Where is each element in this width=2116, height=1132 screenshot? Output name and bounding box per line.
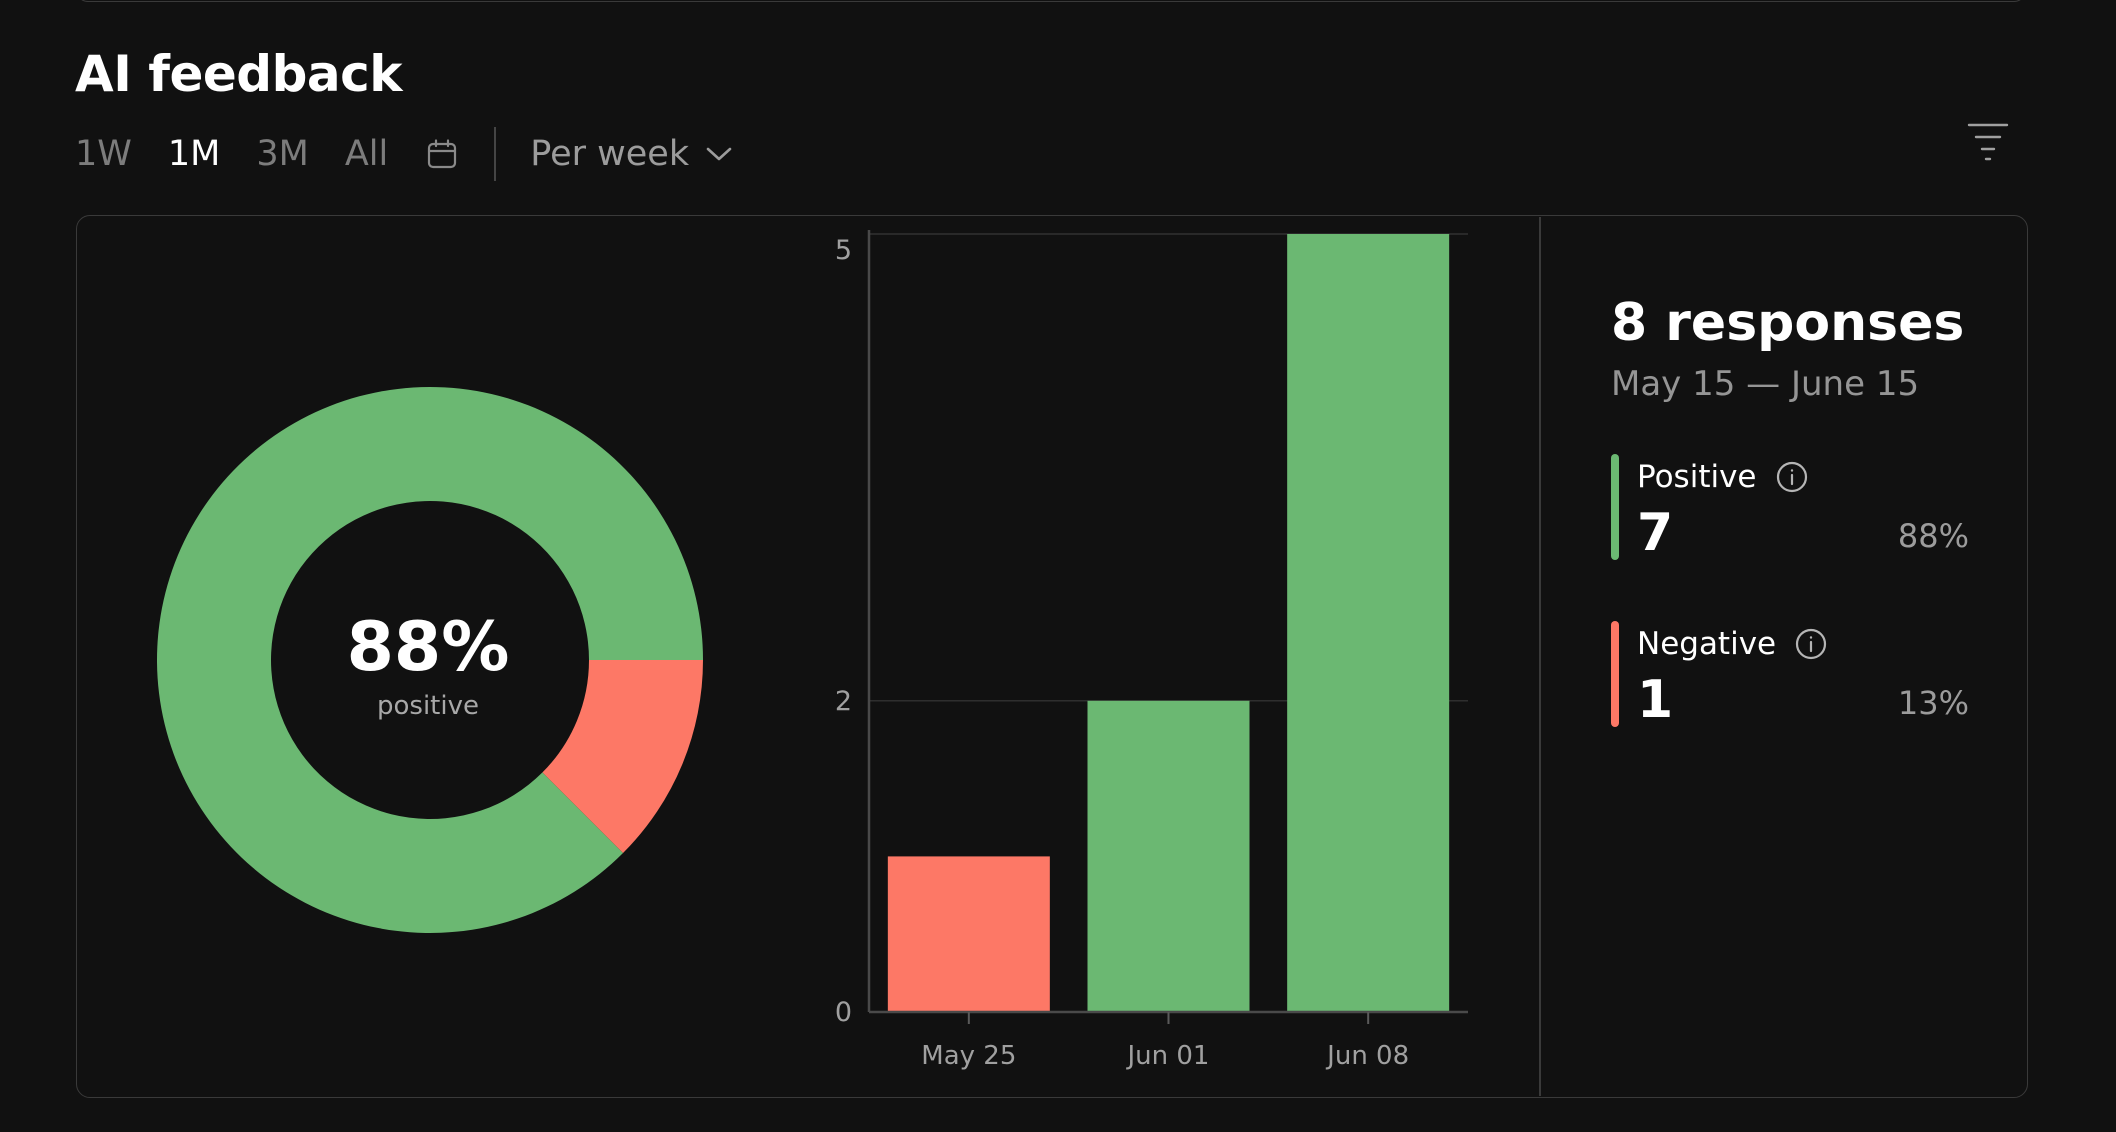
section-title: AI feedback bbox=[75, 45, 403, 103]
responses-count: 8 responses bbox=[1611, 293, 1965, 353]
legend-negative-stripe bbox=[1611, 621, 1619, 727]
legend-positive-percent: 88% bbox=[1897, 517, 1969, 555]
time-range-controls: 1W 1M 3M All Per week bbox=[75, 126, 733, 182]
x-tick-label: Jun 08 bbox=[1325, 1041, 1409, 1071]
calendar-icon[interactable] bbox=[426, 137, 460, 171]
bar-may-25 bbox=[887, 856, 1050, 1012]
x-tick-label: May 25 bbox=[921, 1041, 1016, 1071]
legend-positive-label: Positive bbox=[1637, 458, 1809, 496]
donut-percent: 88% bbox=[346, 608, 510, 687]
donut-slice-negative bbox=[542, 660, 703, 854]
y-tick-label: 0 bbox=[835, 997, 852, 1028]
bar-jun-08 bbox=[1287, 234, 1450, 1012]
range-tab-all[interactable]: All bbox=[344, 134, 389, 174]
bar-jun-01 bbox=[1087, 700, 1250, 1012]
toolbar-divider bbox=[494, 127, 497, 181]
legend-positive: Positive 7 88% bbox=[1611, 454, 1969, 563]
bar-chart: 0 2 5 May 25 Jun 01 Jun 08 bbox=[835, 230, 1468, 1071]
range-tab-1m[interactable]: 1M bbox=[167, 134, 221, 174]
filter-icon[interactable] bbox=[1963, 118, 2013, 164]
x-tick-label: Jun 01 bbox=[1126, 1041, 1210, 1071]
range-tab-3m[interactable]: 3M bbox=[256, 134, 309, 174]
range-tab-1w[interactable]: 1W bbox=[75, 134, 132, 174]
panel-divider bbox=[1539, 217, 1541, 1096]
donut-sublabel: positive bbox=[377, 691, 479, 721]
feedback-panel bbox=[76, 215, 2028, 1098]
summary: 8 responses May 15 — June 15 bbox=[1611, 288, 1991, 406]
period-dropdown-value: Per week bbox=[530, 134, 690, 174]
legend-negative: Negative 1 13% bbox=[1611, 621, 1969, 730]
legend-positive-stripe bbox=[1611, 454, 1619, 560]
legend-positive-count: 7 bbox=[1637, 503, 1674, 563]
legend-negative-percent: 13% bbox=[1897, 684, 1969, 722]
period-dropdown[interactable]: Per week bbox=[530, 134, 733, 174]
donut-slice-positive bbox=[156, 387, 703, 934]
info-icon[interactable] bbox=[1794, 627, 1828, 661]
y-tick-label: 2 bbox=[835, 686, 852, 717]
donut-center-label: 88% positive bbox=[278, 605, 578, 721]
legend-negative-name: Negative bbox=[1637, 626, 1777, 662]
info-icon[interactable] bbox=[1775, 460, 1809, 494]
y-tick-label: 5 bbox=[835, 235, 852, 266]
donut-chart bbox=[156, 387, 703, 934]
chevron-down-icon bbox=[705, 145, 733, 163]
legend-negative-count: 1 bbox=[1637, 670, 1674, 730]
date-range: May 15 — June 15 bbox=[1611, 364, 1920, 404]
previous-card-frame bbox=[76, 0, 2026, 2]
legend-negative-label: Negative bbox=[1637, 625, 1828, 663]
legend-positive-name: Positive bbox=[1637, 459, 1757, 495]
